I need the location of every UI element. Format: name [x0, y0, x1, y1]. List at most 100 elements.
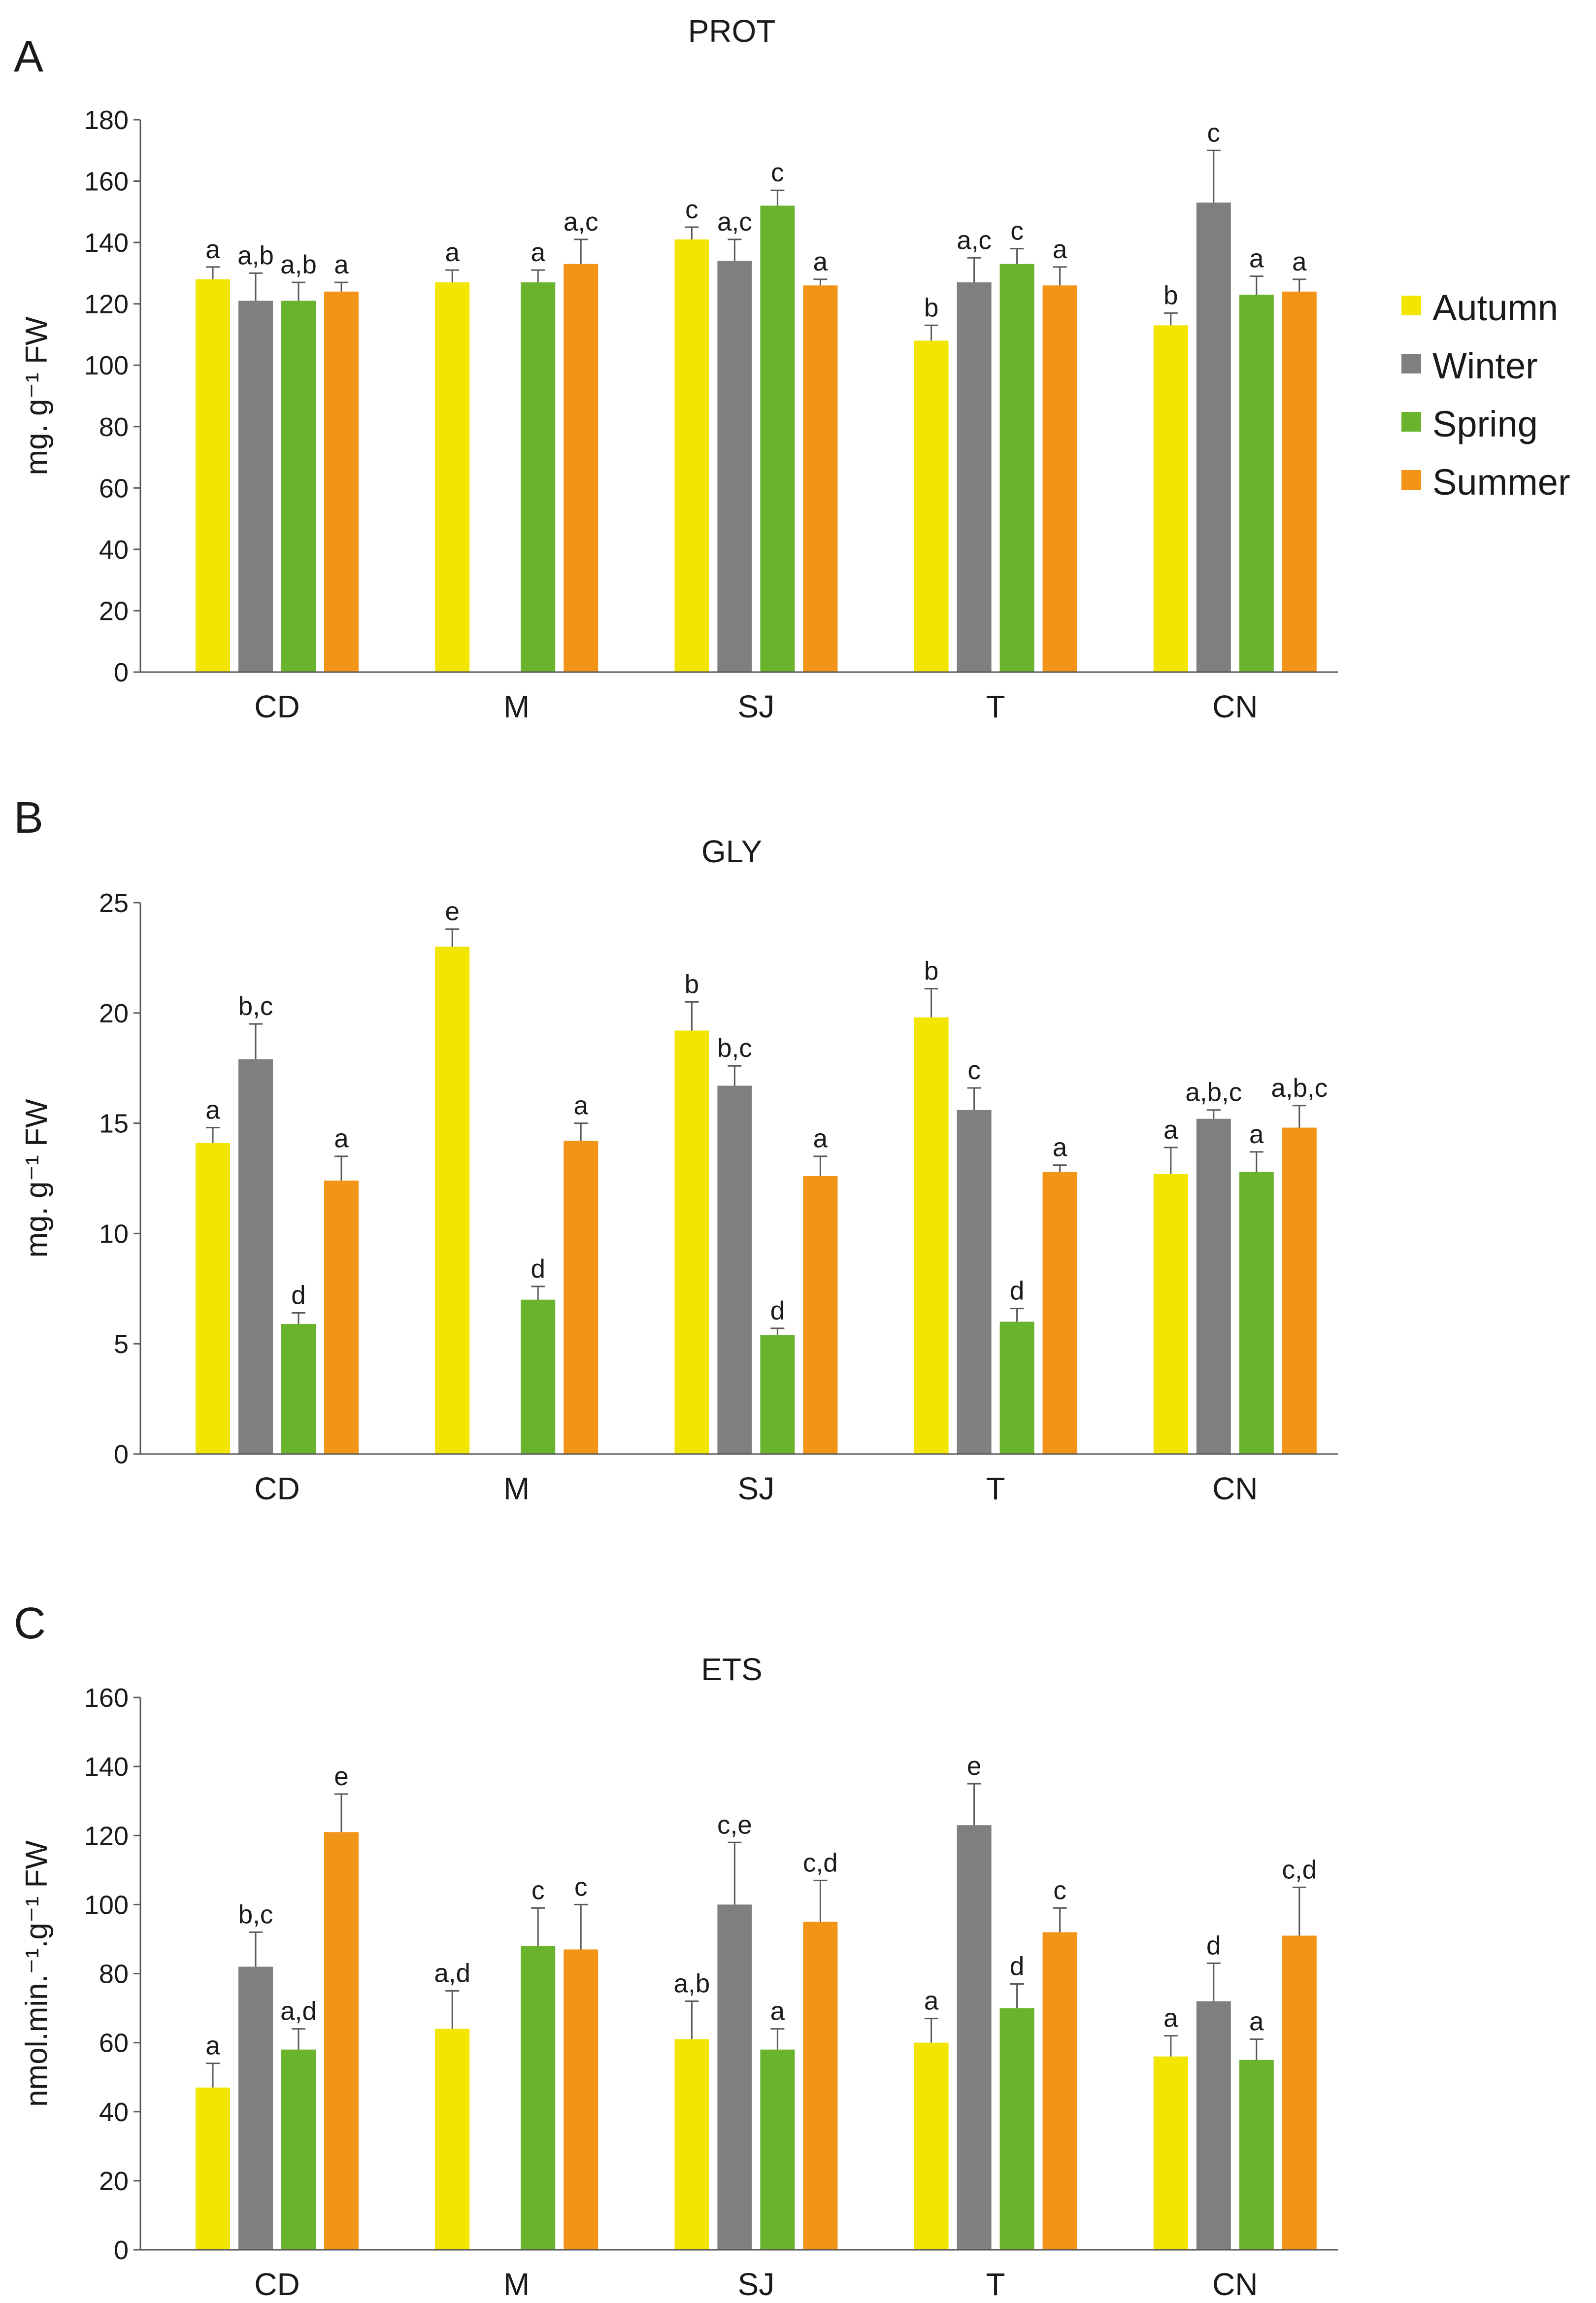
- bar-spring-t: [999, 264, 1034, 672]
- x-category-label: T: [986, 1471, 1005, 1506]
- x-category-label: SJ: [738, 689, 775, 724]
- bar-winter-cd: [238, 301, 273, 672]
- bar-spring-m: [521, 282, 556, 672]
- x-category-label: CD: [254, 1471, 299, 1506]
- y-tick-label: 140: [84, 228, 129, 258]
- bar-autumn-cd: [196, 2087, 230, 2250]
- bar-spring-sj: [760, 1335, 795, 1454]
- significance-label: a: [531, 238, 545, 267]
- significance-label: b,c: [238, 992, 273, 1021]
- significance-label: a: [1292, 247, 1307, 276]
- significance-label: c,d: [803, 1848, 838, 1877]
- y-tick-label: 80: [99, 1960, 129, 1989]
- bar-winter-cd: [238, 1966, 273, 2250]
- bar-summer-m: [564, 264, 598, 672]
- y-tick-label: 0: [114, 1440, 129, 1469]
- bar-winter-t: [957, 1825, 992, 2250]
- bar-winter-t: [957, 282, 992, 672]
- chart-title: ETS: [701, 1652, 762, 1687]
- significance-label: c,e: [717, 1810, 752, 1839]
- y-axis-label: nmol.min.⁻¹.g⁻¹ FW: [20, 1840, 54, 2107]
- bar-autumn-t: [914, 340, 949, 672]
- significance-label: c: [771, 158, 784, 187]
- legend: Autumn Winter Spring Summer: [1401, 287, 1570, 503]
- significance-label: c: [532, 1876, 545, 1905]
- legend-swatch-winter: [1401, 354, 1421, 373]
- significance-label: d: [770, 1296, 785, 1325]
- y-tick-label: 20: [99, 2167, 129, 2196]
- bar-summer-cd: [324, 1180, 359, 1454]
- bar-autumn-t: [914, 1017, 949, 1454]
- bar-winter-cn: [1196, 2001, 1231, 2250]
- significance-label: a: [1164, 2004, 1178, 2033]
- y-tick-label: 20: [99, 596, 129, 626]
- significance-label: a: [334, 250, 349, 279]
- bar-spring-sj: [760, 2049, 795, 2250]
- y-tick-label: 60: [99, 474, 129, 503]
- y-tick-label: 15: [99, 1109, 129, 1139]
- significance-label: d: [1206, 1931, 1221, 1960]
- significance-label: b: [924, 293, 938, 322]
- significance-label: c,d: [1282, 1855, 1317, 1884]
- significance-label: a,b,c: [1185, 1078, 1242, 1107]
- y-tick-label: 40: [99, 2098, 129, 2127]
- y-tick-label: 25: [99, 888, 129, 918]
- significance-label: c: [1053, 1876, 1066, 1905]
- x-category-label: CN: [1212, 2267, 1258, 2302]
- significance-label: a: [205, 2032, 220, 2061]
- bar-autumn-cd: [196, 279, 230, 672]
- y-tick-label: 0: [114, 2235, 129, 2265]
- bar-autumn-sj: [674, 1030, 709, 1454]
- significance-label: a,b,c: [1271, 1074, 1328, 1103]
- bar-spring-cd: [281, 301, 316, 672]
- bar-winter-sj: [717, 1085, 752, 1454]
- significance-label: a,c: [957, 226, 992, 255]
- significance-label: a: [924, 1987, 939, 2016]
- bar-spring-t: [999, 2008, 1034, 2250]
- chart-title: PROT: [688, 13, 776, 49]
- significance-label: b,c: [238, 1900, 273, 1929]
- y-tick-label: 120: [84, 290, 129, 319]
- significance-label: a: [1053, 235, 1067, 264]
- significance-label: b: [685, 970, 699, 999]
- y-tick-label: 180: [84, 105, 129, 135]
- x-category-label: SJ: [738, 1471, 775, 1506]
- y-tick-label: 160: [84, 167, 129, 197]
- significance-label: c: [685, 195, 698, 224]
- legend-label-winter: Winter: [1432, 345, 1538, 386]
- y-tick-label: 120: [84, 1821, 129, 1851]
- x-category-label: M: [503, 689, 530, 724]
- y-tick-label: 10: [99, 1219, 129, 1249]
- significance-label: d: [531, 1254, 545, 1284]
- significance-label: a: [205, 235, 220, 264]
- bar-autumn-m: [435, 947, 470, 1454]
- significance-label: d: [291, 1281, 305, 1310]
- bar-spring-t: [999, 1321, 1034, 1454]
- panel-letter: A: [14, 32, 43, 81]
- significance-label: a: [770, 1997, 785, 2026]
- significance-label: a,b: [280, 250, 317, 279]
- bar-summer-cn: [1282, 291, 1317, 672]
- legend-swatch-autumn: [1401, 296, 1421, 315]
- significance-label: a: [1053, 1133, 1067, 1162]
- bar-summer-cn: [1282, 1935, 1317, 2250]
- y-tick-label: 60: [99, 2029, 129, 2058]
- bar-autumn-m: [435, 2029, 470, 2250]
- significance-label: e: [967, 1752, 981, 1781]
- significance-label: a: [445, 238, 460, 267]
- significance-label: a,b: [237, 241, 274, 270]
- x-category-label: CN: [1212, 1471, 1258, 1506]
- significance-label: c: [574, 1872, 588, 1901]
- y-tick-label: 140: [84, 1752, 129, 1782]
- bar-summer-sj: [803, 1176, 838, 1454]
- bar-spring-m: [521, 1299, 556, 1454]
- bar-spring-cn: [1239, 1172, 1274, 1454]
- y-tick-label: 0: [114, 658, 129, 687]
- bar-spring-cd: [281, 2049, 316, 2250]
- bar-winter-cd: [238, 1059, 273, 1454]
- bar-winter-sj: [717, 261, 752, 672]
- significance-label: d: [1010, 1277, 1024, 1306]
- bar-summer-cd: [324, 291, 359, 672]
- significance-label: a,d: [280, 1997, 317, 2026]
